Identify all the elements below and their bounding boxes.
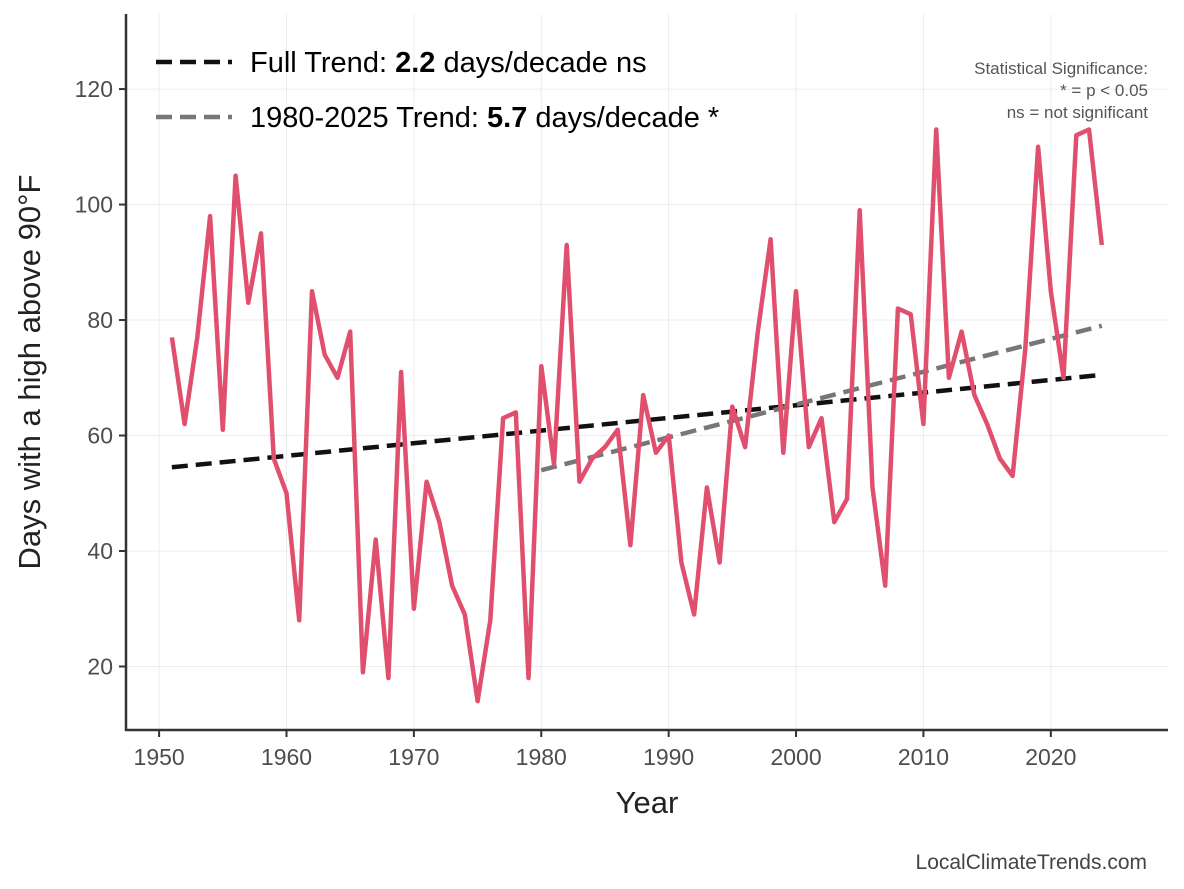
significance-note: Statistical Significance: * = p < 0.05 n… — [974, 59, 1148, 122]
data-points — [172, 129, 1102, 701]
credit: LocalClimateTrends.com — [916, 851, 1147, 874]
note-line: ns = not significant — [1007, 103, 1149, 122]
x-tick-label: 1980 — [516, 744, 567, 770]
x-axis-label: Year — [616, 785, 679, 820]
legend-label-1980: 1980-2025 Trend: 5.7 days/decade * — [250, 102, 719, 134]
legend: Full Trend: 2.2 days/decade ns 1980-2025… — [156, 47, 719, 134]
note-line: Statistical Significance: — [974, 59, 1148, 78]
y-tick-label: 20 — [87, 653, 113, 679]
y-tick-label: 100 — [75, 192, 113, 218]
note-line: * = p < 0.05 — [1060, 81, 1148, 100]
y-tick-label: 120 — [75, 76, 113, 102]
trend-line-0 — [171, 372, 1102, 470]
legend-label-full: Full Trend: 2.2 days/decade ns — [250, 47, 647, 79]
x-tick-label: 1990 — [643, 744, 694, 770]
series-line — [169, 127, 1105, 704]
x-tick-label: 1960 — [261, 744, 312, 770]
axis-ticks: 1950 1960 1970 1980 1990 2000 2010 202020406080… — [75, 76, 1077, 770]
x-tick-label: 2010 — [898, 744, 949, 770]
gridlines — [126, 14, 1168, 730]
x-tick-label: 2020 — [1025, 744, 1076, 770]
x-tick-label: 1950 — [134, 744, 185, 770]
trend-lines — [171, 323, 1103, 473]
y-tick-label: 40 — [87, 538, 113, 564]
x-tick-label: 1970 — [388, 744, 439, 770]
trend-line-1 — [540, 323, 1103, 473]
y-tick-label: 80 — [87, 307, 113, 333]
y-tick-label: 60 — [87, 423, 113, 449]
y-axis-label: Days with a high above 90°F — [12, 175, 47, 570]
x-tick-label: 2000 — [770, 744, 821, 770]
